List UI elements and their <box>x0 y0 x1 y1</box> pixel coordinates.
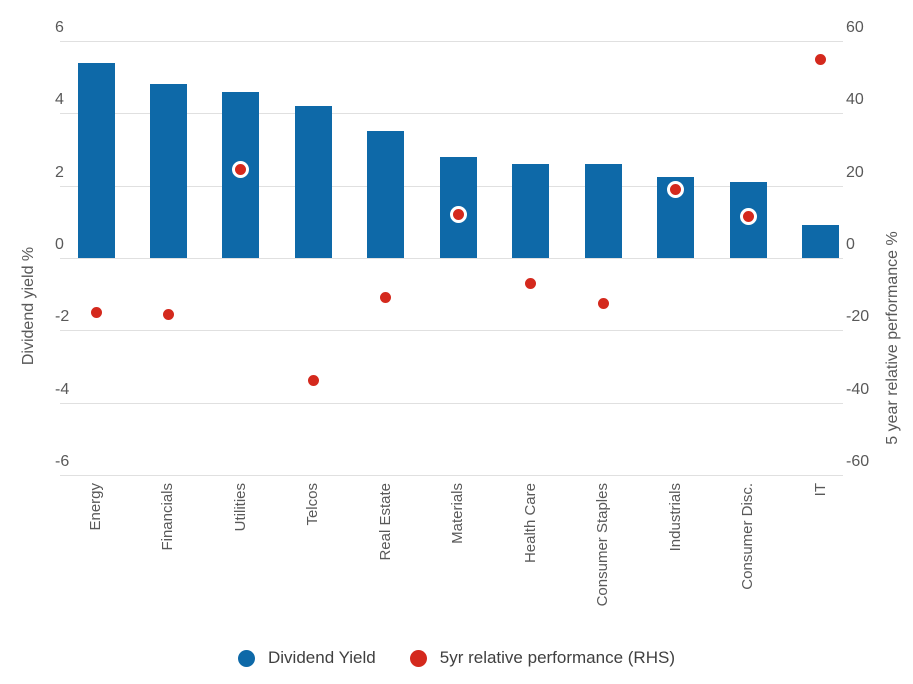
bar-energy <box>77 62 115 258</box>
bar-financials <box>149 84 187 258</box>
legend-item-dividend-yield: Dividend Yield <box>238 648 376 668</box>
dot-health-care <box>522 274 540 292</box>
x-label-health-care: Health Care <box>521 483 539 564</box>
x-label-it: IT <box>811 483 829 497</box>
dot-energy <box>87 303 105 321</box>
gridline-4 <box>60 113 843 115</box>
left-tick-6: 6 <box>55 19 64 36</box>
gridline-0 <box>60 258 843 259</box>
right-tick--40: -40 <box>846 380 870 398</box>
x-label-energy: Energy <box>87 483 104 531</box>
right-tick-20: 20 <box>846 163 864 181</box>
dot-utilities <box>232 160 250 178</box>
bar-it <box>802 225 840 258</box>
left-tick--6: -6 <box>55 453 70 470</box>
left-tick-4: 4 <box>55 91 64 109</box>
dot-real-estate <box>377 289 395 307</box>
x-label-telcos: Telcos <box>304 483 322 526</box>
bar-health-care <box>512 163 550 258</box>
legend-label-dividend-yield: Dividend Yield <box>268 648 376 667</box>
x-label-industrials: Industrials <box>666 483 684 552</box>
relative-performance-marker-icon <box>409 649 427 667</box>
left-tick-0: 0 <box>55 236 64 253</box>
dot-consumer-staples <box>594 294 612 312</box>
left-tick--2: -2 <box>55 308 70 326</box>
right-tick-40: 40 <box>846 91 864 109</box>
right-tick--20: -20 <box>846 308 870 326</box>
x-label-consumer-disc: Consumer Disc. <box>739 483 757 590</box>
right-tick--60: -60 <box>846 453 870 470</box>
dot-materials <box>449 206 467 224</box>
gridline--6 <box>60 475 843 476</box>
dot-it <box>812 50 830 68</box>
left-tick-2: 2 <box>55 163 64 181</box>
x-label-materials: Materials <box>449 483 467 544</box>
x-label-consumer-staples: Consumer Staples <box>594 483 612 607</box>
dot-financials <box>159 305 177 323</box>
left-tick--4: -4 <box>55 380 70 398</box>
x-label-financials: Financials <box>159 483 177 551</box>
bar-real-estate <box>367 131 405 258</box>
gridline--4 <box>60 402 843 404</box>
dot-industrials <box>667 180 685 198</box>
legend: Dividend Yield 5yr relative performance … <box>0 641 913 675</box>
right-axis-title: 5 year relative performance % <box>884 231 901 445</box>
right-tick-0: 0 <box>846 236 855 253</box>
bar-consumer-staples <box>584 163 622 258</box>
dot-consumer-disc <box>739 207 757 225</box>
dot-telcos <box>304 372 322 390</box>
right-tick-60: 60 <box>846 19 864 36</box>
bar-telcos <box>294 106 332 258</box>
gridline--2 <box>60 330 843 332</box>
legend-item-relative-performance: 5yr relative performance (RHS) <box>409 648 675 668</box>
gridline-6 <box>60 41 843 42</box>
legend-label-relative-performance: 5yr relative performance (RHS) <box>439 648 675 667</box>
dividend-yield-marker-icon <box>238 649 255 667</box>
x-label-real-estate: Real Estate <box>376 483 394 561</box>
x-label-utilities: Utilities <box>231 483 249 532</box>
left-axis-title: Dividend yield % <box>20 246 37 366</box>
